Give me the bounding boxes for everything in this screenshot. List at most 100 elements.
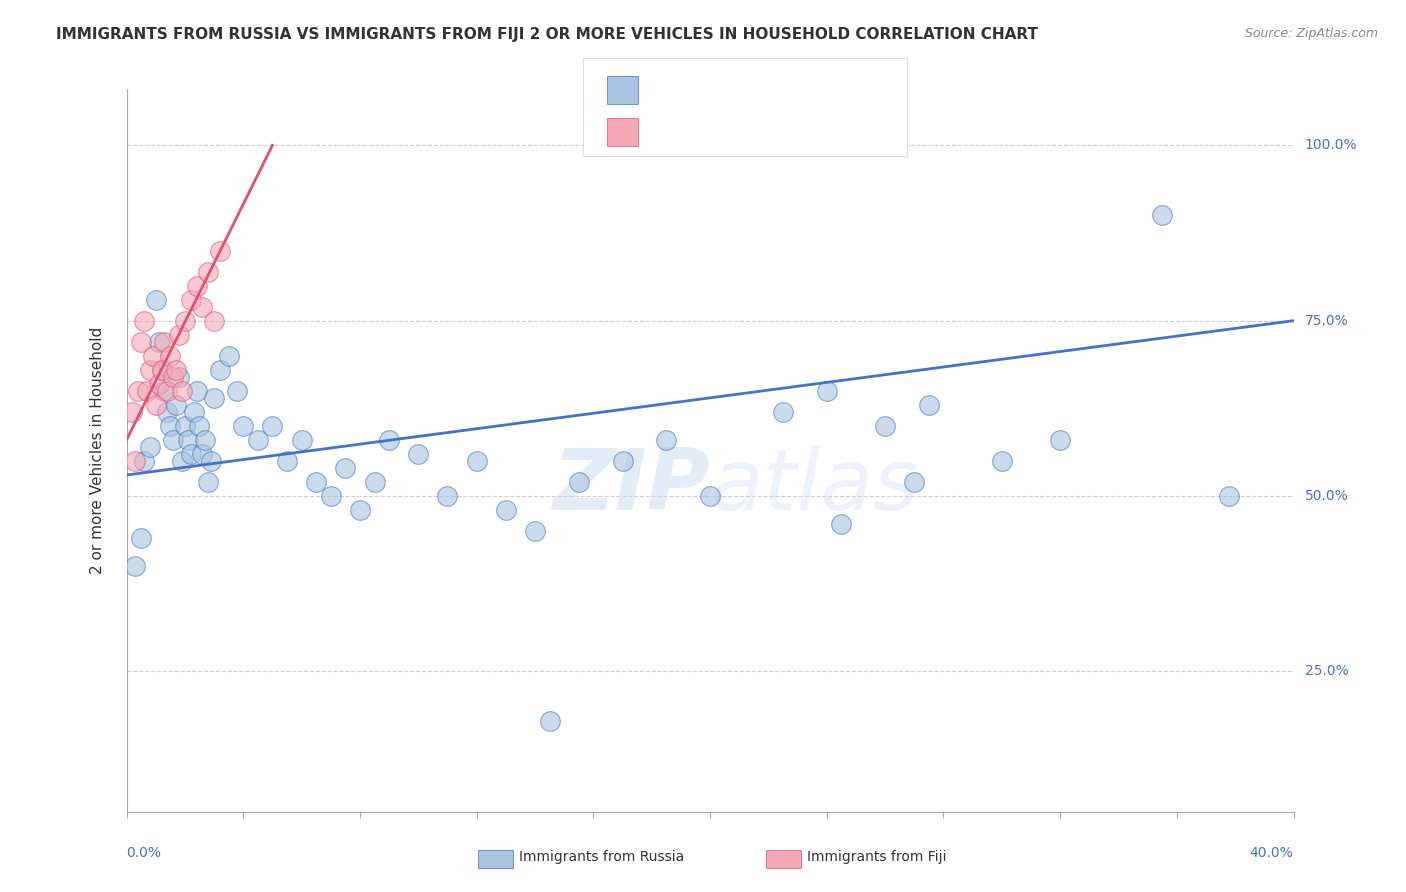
Point [319, 489, 342, 503]
Point [568, 475, 591, 489]
Point [378, 433, 401, 447]
Point [538, 714, 561, 728]
Point [139, 440, 162, 454]
Text: 25.0%: 25.0% [1305, 665, 1348, 679]
Point [170, 384, 193, 398]
Point [208, 363, 231, 377]
Point [1152, 209, 1174, 223]
Text: N = 59: N = 59 [780, 83, 838, 97]
Point [290, 433, 312, 447]
Point [129, 334, 152, 349]
Point [1218, 489, 1240, 503]
Text: 75.0%: 75.0% [1305, 314, 1348, 327]
Point [191, 447, 214, 461]
Point [197, 475, 219, 489]
Point [150, 363, 173, 377]
Point [262, 418, 284, 433]
Point [363, 475, 385, 489]
Point [162, 433, 184, 447]
Point [153, 334, 176, 349]
Point [918, 398, 941, 412]
Point [127, 384, 149, 398]
Point [148, 376, 170, 391]
Point [129, 531, 152, 545]
Text: Source: ZipAtlas.com: Source: ZipAtlas.com [1244, 27, 1378, 40]
Point [186, 278, 208, 293]
Point [139, 363, 162, 377]
Point [990, 454, 1012, 468]
Point [167, 327, 190, 342]
Text: R = 0.742: R = 0.742 [650, 125, 733, 139]
Y-axis label: 2 or more Vehicles in Household: 2 or more Vehicles in Household [90, 326, 105, 574]
Point [159, 349, 181, 363]
Point [156, 384, 179, 398]
Text: IMMIGRANTS FROM RUSSIA VS IMMIGRANTS FROM FIJI 2 OR MORE VEHICLES IN HOUSEHOLD C: IMMIGRANTS FROM RUSSIA VS IMMIGRANTS FRO… [56, 27, 1038, 42]
Point [191, 300, 214, 314]
Point [148, 334, 170, 349]
Text: 50.0%: 50.0% [1305, 489, 1348, 503]
Point [408, 447, 430, 461]
Point [156, 405, 179, 419]
Point [124, 454, 146, 468]
Point [524, 524, 547, 538]
Point [305, 475, 328, 489]
Point [194, 433, 217, 447]
Point [180, 447, 202, 461]
Point [142, 349, 165, 363]
Text: N = 25: N = 25 [780, 125, 838, 139]
Point [159, 418, 181, 433]
Point [202, 314, 225, 328]
Point [180, 293, 202, 307]
Point [165, 398, 187, 412]
Text: ZIP: ZIP [553, 445, 710, 528]
Point [174, 314, 197, 328]
Point [188, 418, 211, 433]
Point [903, 475, 925, 489]
Text: 0.0%: 0.0% [127, 847, 162, 861]
Point [335, 461, 357, 475]
Point [177, 433, 200, 447]
Point [202, 391, 225, 405]
Text: 100.0%: 100.0% [1305, 138, 1357, 153]
Point [197, 264, 219, 278]
Point [772, 405, 794, 419]
Point [167, 369, 190, 384]
Point [162, 369, 184, 384]
Point [174, 418, 197, 433]
Point [186, 384, 208, 398]
Text: 40.0%: 40.0% [1250, 847, 1294, 861]
Point [145, 398, 167, 412]
Point [170, 454, 193, 468]
Point [121, 405, 143, 419]
Point [246, 433, 269, 447]
Point [132, 314, 155, 328]
Point [136, 384, 159, 398]
Point [200, 454, 222, 468]
Point [465, 454, 488, 468]
Point [208, 244, 231, 258]
Point [145, 293, 167, 307]
Point [1049, 433, 1071, 447]
Point [495, 503, 517, 517]
Point [150, 363, 173, 377]
Point [165, 363, 187, 377]
Text: atlas: atlas [710, 445, 918, 528]
Point [612, 454, 634, 468]
Text: Immigrants from Fiji: Immigrants from Fiji [807, 850, 946, 864]
Point [232, 418, 254, 433]
Point [875, 418, 897, 433]
Point [699, 489, 721, 503]
Point [276, 454, 298, 468]
Point [218, 349, 240, 363]
Point [153, 384, 176, 398]
Point [349, 503, 371, 517]
Text: Immigrants from Russia: Immigrants from Russia [519, 850, 685, 864]
Point [132, 454, 155, 468]
Text: R = 0.218: R = 0.218 [650, 83, 733, 97]
Point [436, 489, 458, 503]
Point [226, 384, 249, 398]
Point [183, 405, 205, 419]
Point [815, 384, 838, 398]
Point [655, 433, 678, 447]
Point [830, 517, 852, 532]
